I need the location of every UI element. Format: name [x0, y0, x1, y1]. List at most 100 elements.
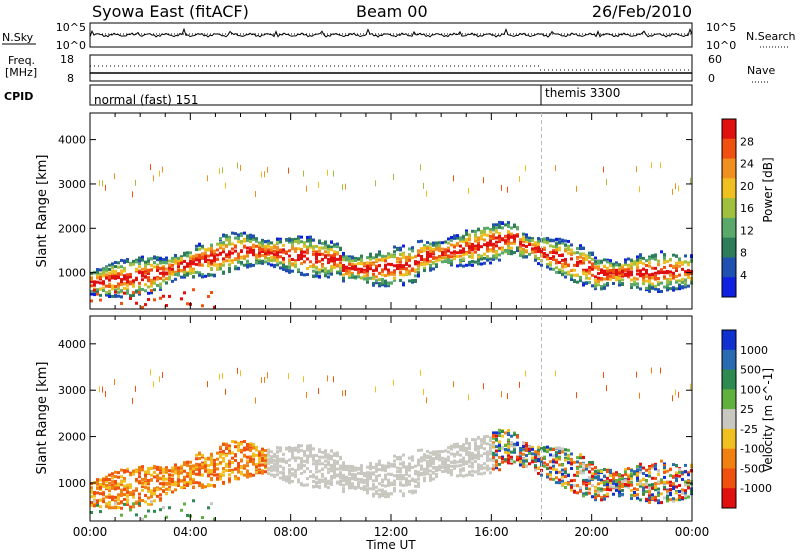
power-cell [297, 247, 300, 251]
power-cell [462, 250, 465, 254]
power-cell [234, 249, 237, 253]
power-cell [636, 277, 639, 281]
x-tick-label: 20:00 [574, 525, 609, 539]
power-cell [414, 262, 417, 266]
power-cell [492, 249, 495, 253]
velocity-cell [210, 483, 213, 487]
velocity-cell [228, 446, 231, 450]
velocity-cell [471, 462, 474, 466]
power-cell [213, 263, 216, 267]
velocity-cell [564, 448, 567, 452]
velocity-cell [393, 459, 396, 463]
velocity-cell [429, 451, 432, 455]
power-cell [633, 276, 636, 280]
velocity-cell [99, 498, 102, 502]
velocity-cell [636, 464, 639, 468]
velocity-cell [507, 429, 510, 433]
velocity-cell [318, 459, 321, 463]
velocity-cell [294, 470, 297, 474]
power-cell [663, 261, 666, 265]
velocity-cell [546, 475, 549, 479]
power-cell [609, 277, 612, 281]
velocity-cell [672, 482, 675, 486]
velocity-cell [177, 471, 180, 475]
velocity-cell [147, 478, 150, 482]
power-cell [177, 256, 180, 260]
power-cell [276, 256, 279, 260]
velocity-cell [597, 487, 600, 491]
power-cell [519, 247, 522, 251]
power-cell [600, 285, 603, 289]
power-cell [351, 271, 354, 275]
velocity-cell [651, 483, 654, 487]
velocity-cell [675, 471, 678, 475]
velocity-cell [303, 483, 306, 487]
velocity-cell [537, 466, 540, 470]
power-cell [684, 260, 687, 264]
power-cell [450, 255, 453, 259]
velocity-cell [666, 496, 669, 500]
velocity-cell [552, 464, 555, 468]
velocity-cell [126, 502, 129, 506]
power-cell [552, 239, 555, 243]
power-cell [435, 264, 438, 268]
power-cell [537, 246, 540, 250]
velocity-cell [675, 491, 678, 495]
velocity-cell [150, 466, 153, 470]
velocity-cell [138, 468, 141, 472]
power-cell [135, 268, 138, 272]
power-cell [180, 259, 183, 263]
power-cell [468, 251, 471, 255]
velocity-cell [642, 466, 645, 470]
power-cell [126, 283, 129, 287]
power-cell [105, 291, 108, 295]
power-cell [144, 260, 147, 264]
velocity-cell [147, 489, 150, 493]
power-cell [219, 267, 222, 271]
power-cell [99, 287, 102, 291]
power-cell [633, 280, 636, 284]
velocity-cell [576, 456, 579, 460]
power-cell [276, 251, 279, 255]
power-cell [519, 250, 522, 254]
velocity-cell [165, 492, 168, 496]
power-cell [474, 244, 477, 248]
velocity-cell [663, 485, 666, 489]
power-cell [522, 248, 525, 252]
velocity-cell [324, 459, 327, 463]
power-cell [657, 290, 660, 294]
velocity-cell [291, 448, 294, 452]
power-cell [474, 246, 477, 250]
power-cell [360, 261, 363, 265]
power-cell [567, 264, 570, 268]
power-cell [354, 267, 357, 271]
power-cell [258, 248, 261, 252]
velocity-cell [213, 464, 216, 468]
power-cell [108, 295, 111, 299]
velocity-cell [450, 464, 453, 468]
power-cell [516, 249, 519, 253]
colorbar-swatch [722, 178, 736, 199]
power-cell [225, 182, 226, 189]
power-cell [642, 267, 645, 271]
velocity-cell [324, 453, 327, 457]
velocity-cell [339, 481, 342, 485]
velocity-cell [156, 494, 159, 498]
power-cell [546, 236, 549, 240]
power-cell [102, 281, 105, 285]
velocity-cell [162, 467, 165, 471]
power-cell [453, 236, 456, 240]
power-cell [465, 252, 468, 256]
power-cell [252, 237, 255, 241]
power-cell [108, 292, 111, 296]
power-cell [315, 252, 318, 256]
power-cell [690, 177, 691, 184]
power-cell [315, 257, 318, 261]
power-cell [345, 183, 346, 190]
velocity-cell [327, 375, 328, 382]
velocity-cell [267, 451, 270, 455]
velocity-cell [450, 469, 453, 473]
velocity-cell [654, 495, 657, 499]
velocity-cell [360, 471, 363, 475]
power-cell [96, 268, 99, 272]
